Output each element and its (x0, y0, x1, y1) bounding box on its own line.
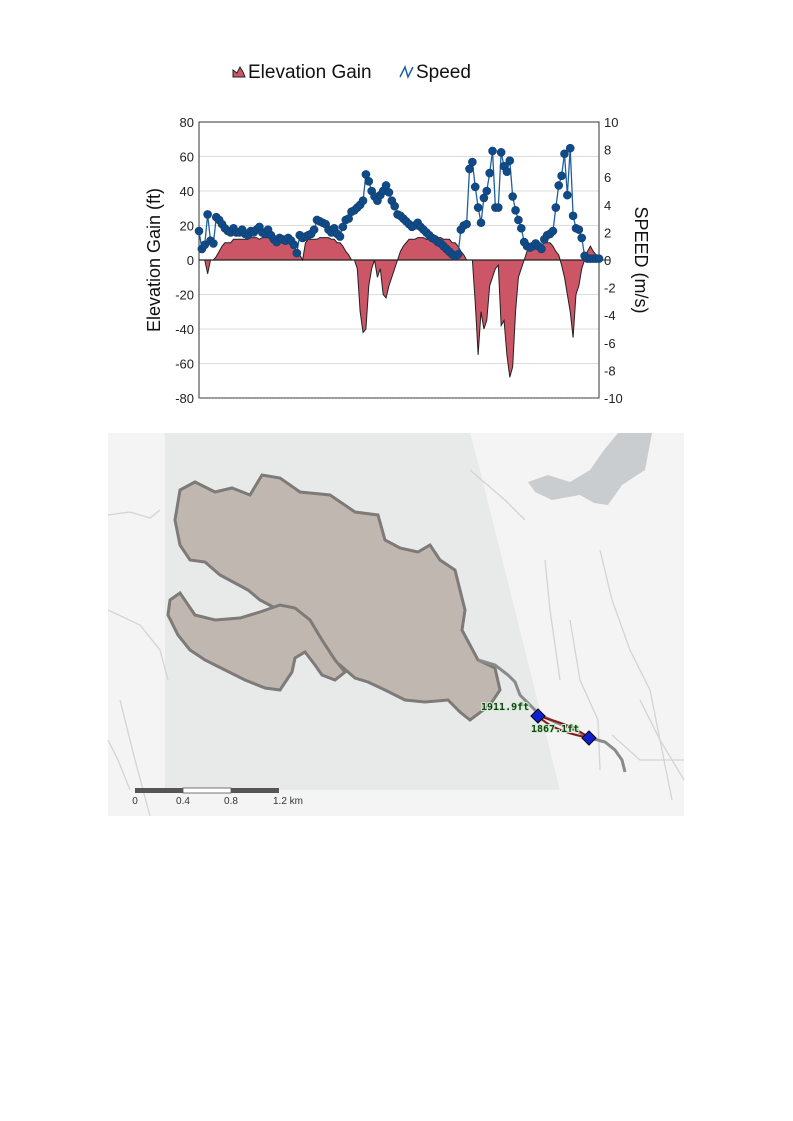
legend-label-elevation: Elevation Gain (248, 62, 372, 83)
left-tick-label: -40 (175, 322, 194, 337)
speed-point[interactable] (473, 203, 483, 212)
right-tick-label: 10 (604, 115, 618, 130)
right-tick-label: 8 (604, 143, 611, 158)
speed-point[interactable] (502, 167, 512, 176)
speed-point[interactable] (557, 171, 566, 181)
speed-point[interactable] (194, 226, 204, 236)
right-tick-label: -8 (604, 363, 616, 378)
speed-point[interactable] (289, 240, 299, 250)
speed-point[interactable] (390, 201, 399, 211)
speed-point[interactable] (511, 206, 520, 215)
left-tick-label: -20 (175, 288, 194, 303)
minor-roads (107, 469, 685, 817)
speed-point[interactable] (462, 219, 471, 229)
legend-item-speed[interactable]: Speed (399, 62, 471, 83)
speed-point[interactable] (470, 182, 480, 192)
speed-point[interactable] (551, 203, 561, 212)
left-tick-label: 40 (180, 184, 194, 199)
speed-point[interactable] (209, 239, 218, 248)
elevation-speed-chart: Elevation Gain Speed 80 60 40 20 0 -20 -40 -60 -… (144, 62, 651, 406)
speed-point[interactable] (560, 149, 569, 159)
right-tick-label: -4 (604, 308, 616, 323)
speed-point[interactable] (493, 203, 503, 212)
speed-point[interactable] (505, 156, 515, 165)
legend-label-speed: Speed (416, 62, 471, 83)
legend-item-elevation[interactable]: Elevation Gain (232, 62, 372, 83)
right-axis-title: SPEED (m/s) (631, 206, 651, 313)
elevation-label-start: 1911.9ft (481, 702, 529, 713)
speed-point[interactable] (594, 254, 604, 263)
right-tick-label: -10 (604, 391, 623, 406)
scale-tick-0: 0 (132, 796, 138, 807)
speed-point[interactable] (468, 157, 477, 167)
speed-point[interactable] (548, 226, 558, 236)
scale-seg-2 (182, 787, 232, 794)
scale-bar: 0 0.4 0.8 1.2 km (132, 787, 303, 807)
speed-point[interactable] (309, 225, 319, 234)
lake-west (166, 590, 348, 692)
right-tick-label: 2 (604, 225, 611, 240)
right-tick-label: 6 (604, 170, 611, 185)
left-axis-ticks: 80 60 40 20 0 -20 -40 -60 -80 (175, 115, 194, 406)
speed-point[interactable] (476, 218, 486, 228)
left-tick-label: -60 (175, 357, 194, 372)
scale-tick-3: 1.2 km (273, 796, 303, 807)
lake-main (173, 473, 502, 722)
speed-point[interactable] (577, 233, 587, 243)
bay-water (528, 433, 652, 505)
speed-series-points (194, 143, 604, 263)
left-tick-label: -80 (175, 391, 194, 406)
area-icon (232, 65, 246, 78)
right-tick-label: -6 (604, 336, 616, 351)
speed-point[interactable] (203, 210, 212, 219)
speed-point[interactable] (485, 168, 494, 178)
speed-point[interactable] (364, 177, 374, 186)
scale-seg-3 (231, 788, 279, 793)
speed-point[interactable] (508, 192, 517, 201)
speed-point[interactable] (514, 215, 523, 225)
scale-seg-1 (135, 788, 183, 793)
speed-point[interactable] (453, 250, 463, 259)
left-tick-label: 0 (187, 253, 194, 268)
speed-point[interactable] (200, 240, 210, 250)
scale-tick-2: 0.8 (224, 796, 238, 807)
right-tick-label: -2 (604, 281, 616, 296)
line-icon (399, 64, 414, 80)
speed-point[interactable] (574, 225, 584, 234)
elevation-gain-area (199, 237, 611, 378)
speed-point[interactable] (516, 223, 526, 233)
left-tick-label: 20 (180, 219, 194, 234)
speed-point[interactable] (537, 244, 546, 254)
legend: Elevation Gain Speed (232, 62, 471, 83)
segment-start-marker[interactable] (530, 708, 546, 724)
speed-point[interactable] (292, 248, 302, 258)
left-tick-label: 80 (180, 115, 194, 130)
left-tick-label: 60 (180, 150, 194, 165)
speed-point[interactable] (563, 190, 572, 200)
speed-point[interactable] (554, 181, 564, 190)
left-axis-title: Elevation Gain (ft) (144, 188, 164, 332)
speed-point[interactable] (565, 143, 575, 153)
segment-end-marker[interactable] (581, 730, 597, 746)
scale-tick-1: 0.4 (176, 796, 190, 807)
speed-point[interactable] (482, 186, 492, 196)
elevation-label-end: 1867.1ft (531, 724, 579, 735)
speed-point[interactable] (358, 196, 368, 205)
speed-point[interactable] (335, 232, 345, 241)
speed-point[interactable] (496, 148, 506, 157)
right-tick-label: 4 (604, 198, 611, 213)
speed-point[interactable] (568, 211, 578, 221)
speed-point[interactable] (488, 146, 497, 156)
speed-point[interactable] (384, 188, 394, 197)
